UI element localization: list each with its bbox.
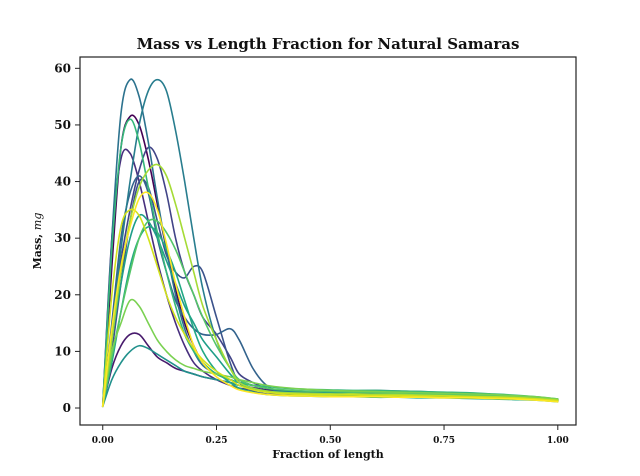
- y-tick-label: 60: [54, 61, 71, 75]
- series-line-13: [101, 218, 559, 408]
- series-line-17: [101, 191, 559, 408]
- series-line-14: [101, 298, 559, 408]
- y-tick-label: 50: [54, 118, 71, 132]
- series-line-7: [101, 78, 559, 408]
- y-tick-label: 30: [54, 231, 71, 245]
- y-tick-label: 0: [63, 401, 71, 415]
- series-layer: [101, 78, 559, 408]
- x-tick-label: 1.00: [547, 436, 569, 446]
- x-tick-label: 0.50: [319, 436, 341, 446]
- y-tick-label: 20: [54, 288, 71, 302]
- tick-layer: 0 10 20 30 40 50 60 0.00 0.25 0.50 0.75 1.00: [54, 61, 568, 446]
- x-tick-label: 0.25: [206, 436, 228, 446]
- x-tick-label: 0.75: [433, 436, 455, 446]
- x-axis-label: Fraction of length: [272, 448, 384, 461]
- series-line-11: [101, 225, 559, 408]
- plot-frame: [79, 56, 577, 426]
- chart-title: Mass vs Length Fraction for Natural Sama…: [137, 35, 520, 53]
- y-tick-label: 40: [54, 175, 71, 189]
- series-line-16: [101, 208, 559, 408]
- y-tick-label: 10: [54, 344, 71, 358]
- series-line-8: [101, 78, 559, 408]
- y-axis-label: Mass, mg: [31, 213, 44, 270]
- x-tick-label: 0.00: [92, 436, 114, 446]
